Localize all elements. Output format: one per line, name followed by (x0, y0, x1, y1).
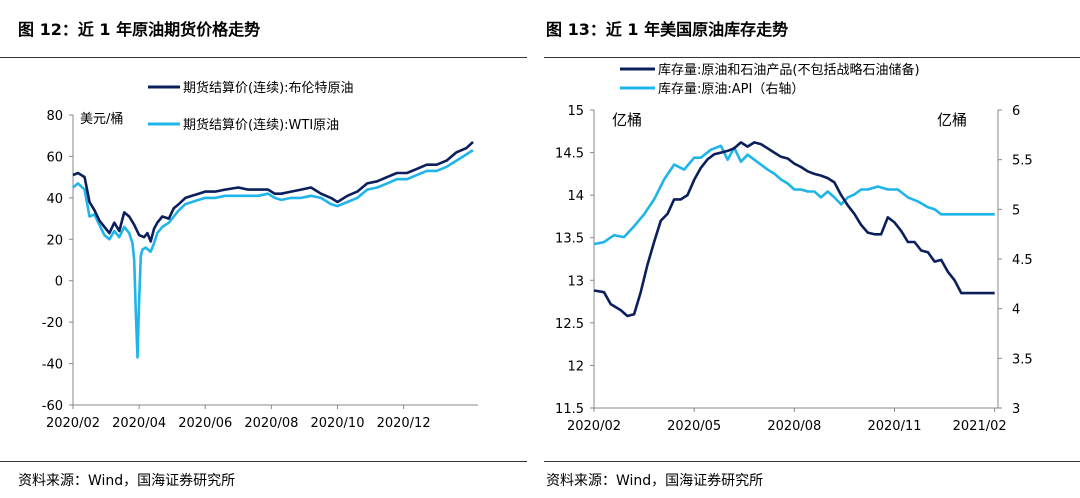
y-tick-label: 0 (55, 275, 63, 290)
y-tick-label: -20 (42, 316, 63, 331)
oil-futures-axes: 80 60 40 20 0 -20 -40 -60 2020/02 2020/04 2020/06 2… (42, 109, 478, 431)
left-axis-unit-label: 亿桶 (612, 111, 642, 129)
y-tick-label: 20 (46, 233, 63, 248)
legend-label-api: 库存量:原油:API（右轴） (658, 81, 804, 97)
x-tick-label: 2020/05 (667, 419, 721, 434)
right-axis-unit-label: 亿桶 (937, 111, 967, 129)
oil-inventory-legend: 库存量:原油和石油产品(不包括战略石油储备) 库存量:原油:API（右轴） (620, 62, 920, 97)
y-tick-label: 60 (46, 150, 63, 165)
legend-label-brent: 期货结算价(连续):布伦特原油 (183, 80, 354, 96)
left-chart-title: 图 12：近 1 年原油期货价格走势 (18, 20, 261, 39)
right-bottom-rule (544, 461, 1080, 462)
x-tick-label: 2020/11 (867, 419, 921, 434)
left-y-tick-label: 13 (567, 274, 584, 289)
oil-inventory-chart: 15 14.5 14 13.5 13 12.5 12 11.5 6 5.5 5 4.5 4 3.5 3 202… (555, 62, 1033, 434)
x-tick-label: 2020/08 (244, 416, 298, 431)
right-y-tick-label: 6 (1012, 104, 1020, 119)
right-y-tick-label: 3 (1012, 402, 1020, 417)
legend-label-total-stocks: 库存量:原油和石油产品(不包括战略石油储备) (658, 62, 920, 78)
wti-price-line (72, 149, 474, 359)
left-source-note: 资料来源：Wind，国海证券研究所 (18, 473, 236, 489)
left-bottom-rule (0, 461, 527, 462)
left-y-tick-label: 12.5 (555, 317, 584, 332)
left-y-tick-label: 14 (567, 189, 584, 204)
oil-inventory-series (593, 141, 995, 318)
right-y-tick-label: 5 (1012, 203, 1020, 218)
right-y-tick-label: 5.5 (1012, 154, 1033, 169)
oil-futures-unit-label: 美元/桶 (80, 112, 123, 127)
left-top-rule (0, 57, 527, 58)
y-tick-label: 80 (46, 109, 63, 124)
oil-inventory-axes: 15 14.5 14 13.5 13 12.5 12 11.5 6 5.5 5 4.5 4 3.5 3 202… (555, 104, 1033, 434)
oil-futures-series (72, 140, 474, 359)
legend-label-wti: 期货结算价(连续):WTI原油 (183, 117, 339, 133)
left-y-tick-label: 15 (567, 104, 584, 119)
x-tick-label: 2020/08 (767, 419, 821, 434)
left-y-tick-label: 14.5 (555, 147, 584, 162)
x-tick-label: 2020/06 (178, 416, 232, 431)
x-tick-label: 2020/10 (310, 416, 364, 431)
x-tick-label: 2020/02 (46, 416, 100, 431)
right-y-tick-label: 4.5 (1012, 253, 1033, 268)
left-y-tick-label: 13.5 (555, 232, 584, 247)
right-top-rule (544, 57, 1080, 58)
brent-price-line (72, 140, 474, 243)
api-inventory-line (593, 144, 995, 246)
oil-futures-chart: 80 60 40 20 0 -20 -40 -60 2020/02 2020/04 2020/06 2… (42, 80, 478, 431)
right-y-tick-label: 3.5 (1012, 352, 1033, 367)
right-chart-title: 图 13：近 1 年美国原油库存走势 (546, 20, 789, 39)
right-source-note: 资料来源：Wind，国海证券研究所 (546, 473, 764, 489)
x-tick-label: 2020/02 (567, 419, 621, 434)
x-tick-label: 2020/12 (377, 416, 431, 431)
x-tick-label: 2020/04 (112, 416, 166, 431)
left-y-tick-label: 11.5 (555, 402, 584, 417)
y-tick-label: 40 (46, 192, 63, 207)
total-inventory-line (593, 141, 995, 318)
x-tick-label: 2021/02 (953, 419, 1007, 434)
y-tick-label: -60 (42, 399, 63, 414)
left-y-tick-label: 12 (567, 359, 584, 374)
right-y-tick-label: 4 (1012, 303, 1020, 318)
y-tick-label: -40 (42, 358, 63, 373)
oil-futures-legend: 期货结算价(连续):布伦特原油 期货结算价(连续):WTI原油 (148, 80, 354, 133)
